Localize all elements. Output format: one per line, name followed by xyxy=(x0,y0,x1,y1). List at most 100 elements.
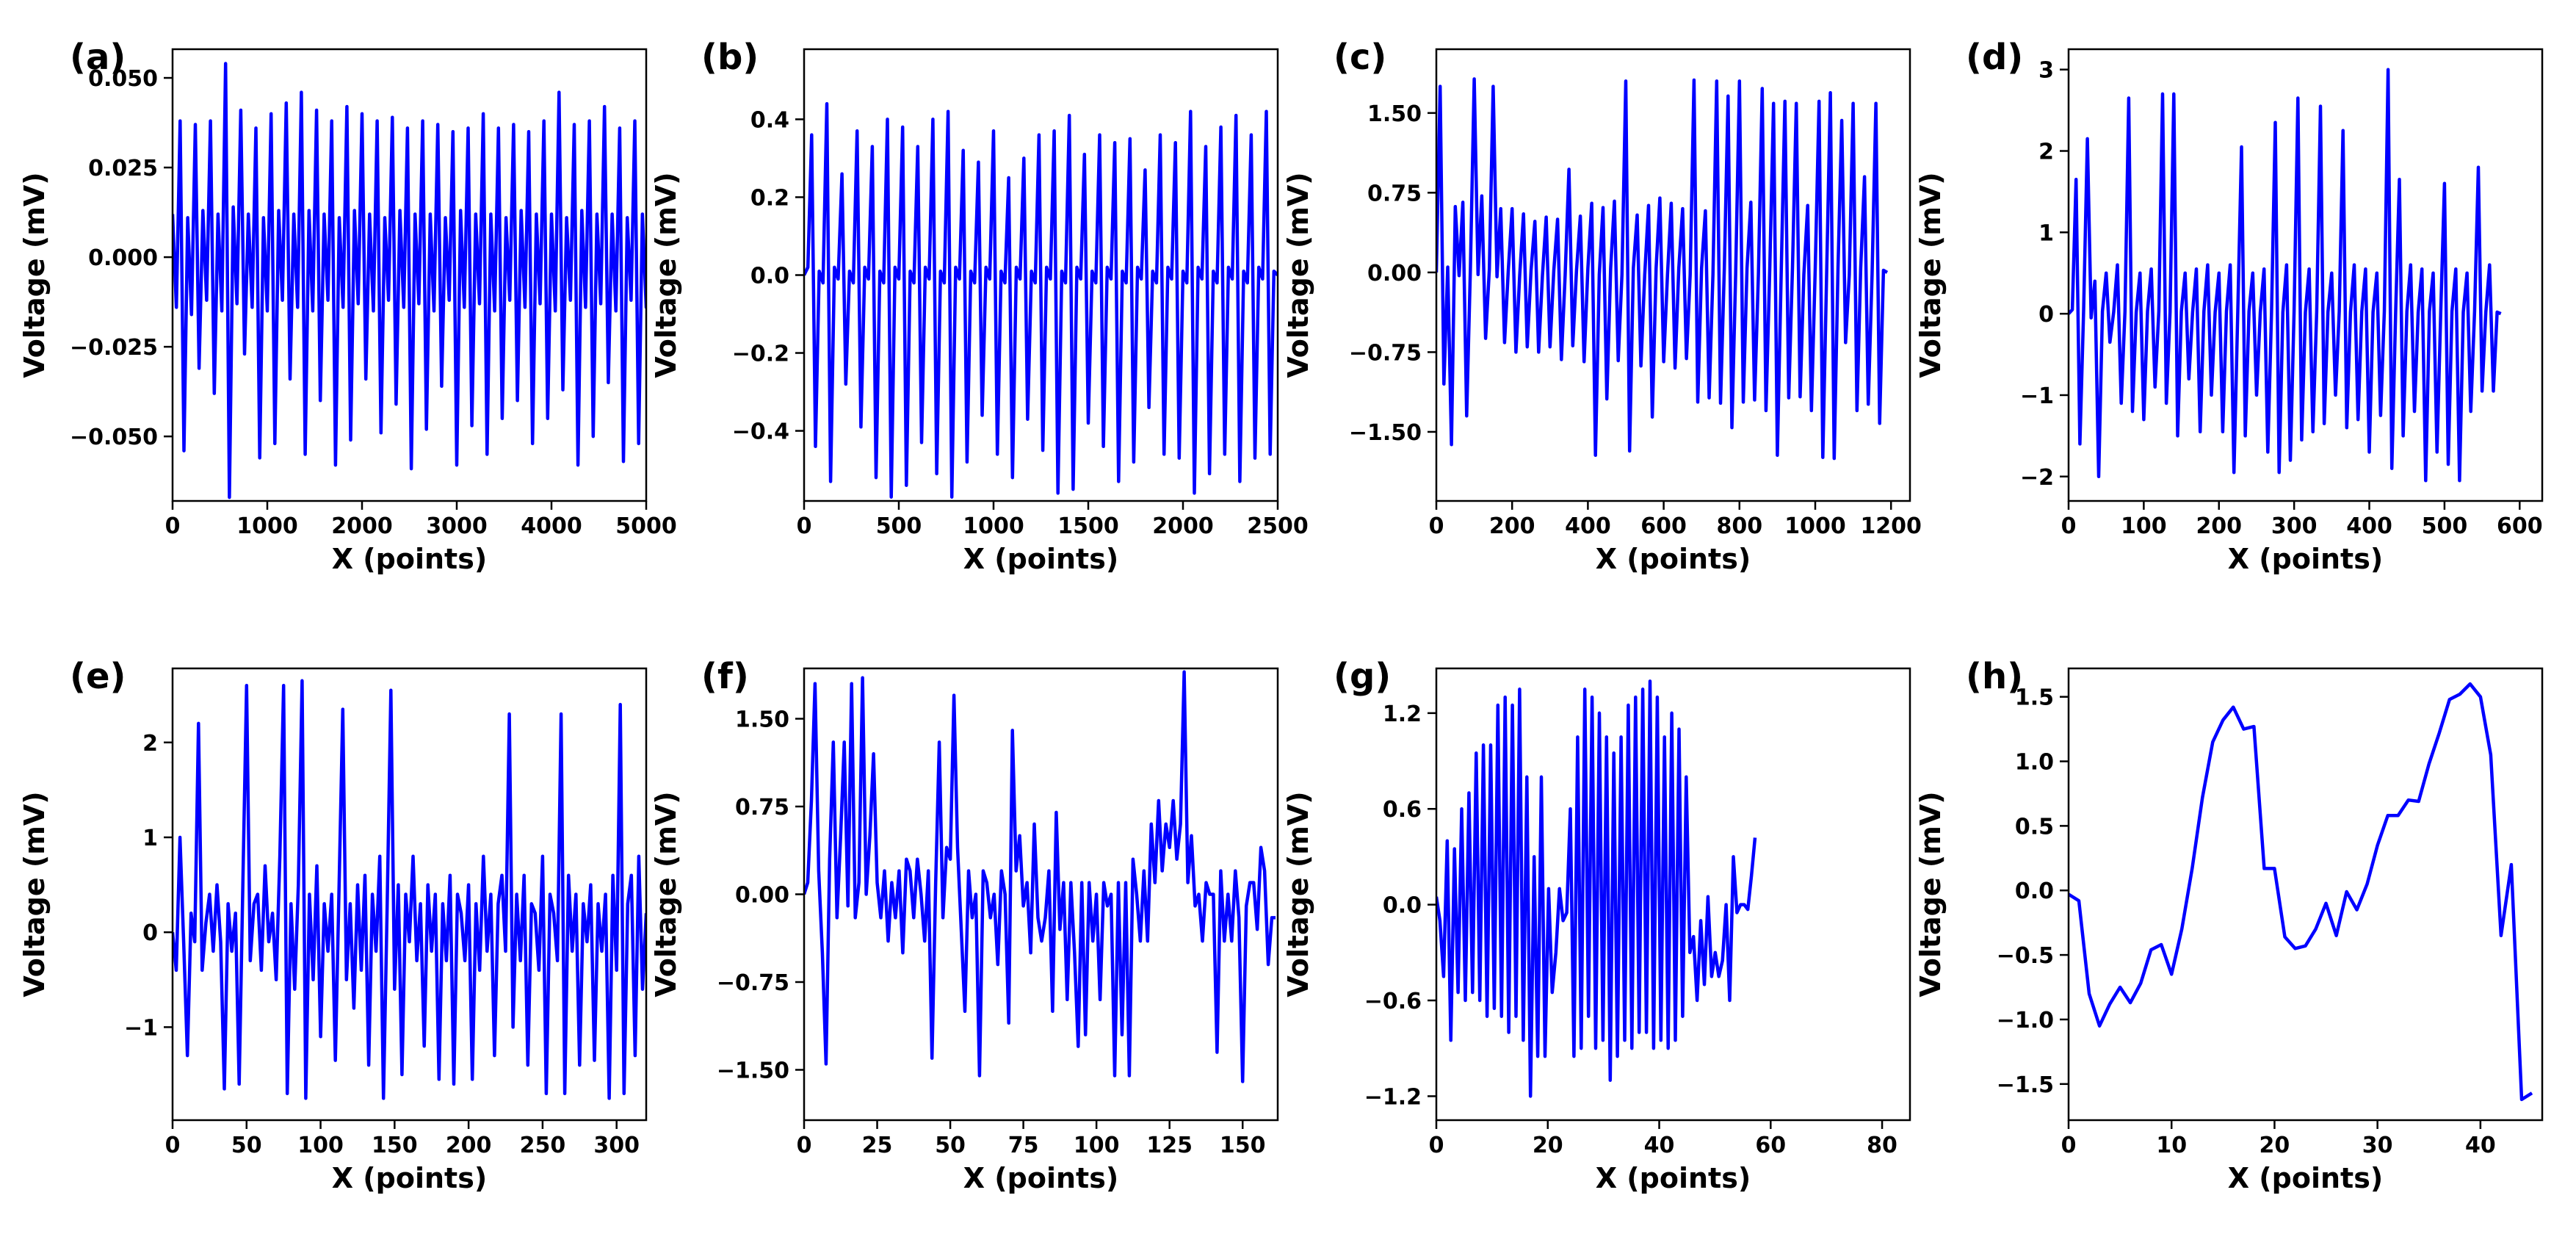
x-axis-label: X (points) xyxy=(1596,1162,1751,1194)
y-axis-label: Voltage (mV) xyxy=(1914,172,1947,378)
x-tick-label: 200 xyxy=(446,1133,492,1158)
x-tick-label: 150 xyxy=(1220,1133,1266,1158)
x-tick-label: 20 xyxy=(2260,1133,2290,1158)
y-tick-label: −1.50 xyxy=(1349,420,1422,446)
x-tick-label: 0 xyxy=(2061,1133,2077,1158)
panel-label: (b) xyxy=(701,37,759,78)
y-tick-label: 2 xyxy=(142,731,158,757)
y-tick-label: 0.000 xyxy=(88,245,158,271)
y-tick-label: 1.50 xyxy=(735,707,789,733)
panel-label: (f) xyxy=(701,656,749,697)
y-tick-label: −0.6 xyxy=(1364,989,1422,1014)
x-axis-label: X (points) xyxy=(332,1162,487,1194)
y-tick-label: 1.0 xyxy=(2015,750,2054,776)
series-line xyxy=(804,670,1276,1083)
y-tick-label: −1 xyxy=(124,1015,158,1041)
x-tick-label: 150 xyxy=(372,1133,418,1158)
series-line xyxy=(173,679,646,1100)
y-tick-label: 0.2 xyxy=(750,185,789,211)
x-tick-label: 1000 xyxy=(963,513,1024,539)
x-tick-label: 2000 xyxy=(331,513,393,539)
y-tick-label: 0 xyxy=(142,920,158,946)
panel-label: (h) xyxy=(1966,656,2023,697)
x-axis-label: X (points) xyxy=(963,543,1118,575)
x-tick-label: 40 xyxy=(1644,1133,1675,1158)
x-axis-label: X (points) xyxy=(2228,543,2383,575)
x-tick-label: 2000 xyxy=(1152,513,1214,539)
y-tick-label: −0.025 xyxy=(70,335,158,361)
x-tick-label: 125 xyxy=(1146,1133,1193,1158)
y-tick-label: 0.0 xyxy=(1383,893,1422,919)
axes-frame xyxy=(1435,667,1911,1122)
y-tick-label: 2 xyxy=(2038,140,2054,165)
y-tick-label: −1.5 xyxy=(1997,1072,2054,1098)
x-tick-label: 300 xyxy=(593,1133,640,1158)
x-tick-label: 40 xyxy=(2465,1133,2496,1158)
y-tick-label: −0.75 xyxy=(717,970,789,996)
panel-h: 0 10 20 30 40 −1.5 −1.0 −0.5 0.0 0.5 1.0 1.5 X (poin… xyxy=(1914,656,2544,1194)
y-tick-label: 0.00 xyxy=(735,883,789,909)
y-tick-label: −2 xyxy=(2020,465,2054,491)
x-tick-label: 600 xyxy=(2497,513,2543,539)
y-axis-label: Voltage (mV) xyxy=(1914,791,1947,997)
x-tick-label: 75 xyxy=(1008,1133,1039,1158)
y-axis-label: Voltage (mV) xyxy=(18,791,51,997)
y-tick-label: −0.5 xyxy=(1997,943,2054,969)
x-tick-label: 600 xyxy=(1640,513,1687,539)
x-tick-label: 500 xyxy=(2422,513,2468,539)
y-axis-label: Voltage (mV) xyxy=(650,172,682,378)
y-tick-label: 0.4 xyxy=(750,107,789,133)
x-tick-label: 0 xyxy=(2061,513,2077,539)
x-tick-label: 10 xyxy=(2156,1133,2187,1158)
x-tick-label: 0 xyxy=(797,513,812,539)
panel-label: (a) xyxy=(70,37,126,78)
y-tick-label: −0.4 xyxy=(732,419,789,445)
y-axis-label: Voltage (mV) xyxy=(18,172,51,378)
panel-c: 0 200 400 600 800 1000 1200 −1.50 −0.75 0.00 0.75 1… xyxy=(1282,37,1922,575)
x-tick-label: 800 xyxy=(1716,513,1762,539)
series-line xyxy=(2069,682,2533,1102)
panel-e: 0 50 100 150 200 250 300 −1 0 1 2 X (points) Voltage… xyxy=(18,656,648,1194)
y-tick-label: 0.050 xyxy=(88,66,158,92)
x-axis-label: X (points) xyxy=(1596,543,1751,575)
x-tick-label: 300 xyxy=(2271,513,2318,539)
x-tick-label: 0 xyxy=(797,1133,812,1158)
y-tick-label: −1.2 xyxy=(1364,1084,1422,1110)
y-tick-label: 0.5 xyxy=(2015,814,2054,840)
x-axis-label: X (points) xyxy=(2228,1162,2383,1194)
series-line xyxy=(2069,68,2502,483)
y-axis-label: Voltage (mV) xyxy=(1282,791,1314,997)
y-tick-label: −0.2 xyxy=(732,342,789,367)
y-tick-label: −1.50 xyxy=(717,1058,789,1083)
x-tick-label: 1000 xyxy=(236,513,298,539)
y-axis-label: Voltage (mV) xyxy=(1282,172,1314,378)
x-tick-label: 20 xyxy=(1533,1133,1563,1158)
x-tick-label: 0 xyxy=(1429,1133,1444,1158)
x-tick-label: 4000 xyxy=(521,513,582,539)
x-tick-label: 30 xyxy=(2362,1133,2393,1158)
y-tick-label: 3 xyxy=(2038,58,2054,84)
y-tick-label: 1.50 xyxy=(1367,101,1422,127)
x-tick-label: 200 xyxy=(1489,513,1535,539)
x-axis-label: X (points) xyxy=(332,543,487,575)
y-tick-label: −0.75 xyxy=(1349,340,1422,366)
x-tick-label: 50 xyxy=(231,1133,262,1158)
x-tick-label: 250 xyxy=(520,1133,566,1158)
panel-label: (g) xyxy=(1334,656,1391,697)
axes-frame xyxy=(171,667,648,1122)
y-tick-label: 0.0 xyxy=(2015,878,2054,904)
x-tick-label: 60 xyxy=(1755,1133,1786,1158)
x-tick-label: 1000 xyxy=(1784,513,1846,539)
y-tick-label: 0 xyxy=(2038,302,2054,328)
y-tick-label: 1.2 xyxy=(1383,701,1422,727)
x-tick-label: 1500 xyxy=(1057,513,1119,539)
axes-frame xyxy=(2067,48,2544,502)
panel-label: (c) xyxy=(1334,37,1386,78)
series-line xyxy=(804,101,1278,499)
y-tick-label: 1.5 xyxy=(2015,685,2054,711)
x-tick-label: 100 xyxy=(297,1133,344,1158)
y-tick-label: 0.75 xyxy=(735,795,789,820)
axes-frame xyxy=(2067,667,2544,1122)
panel-a: 0 1000 2000 3000 4000 5000 −0.050 −0.025 0.000 0.… xyxy=(18,37,677,575)
